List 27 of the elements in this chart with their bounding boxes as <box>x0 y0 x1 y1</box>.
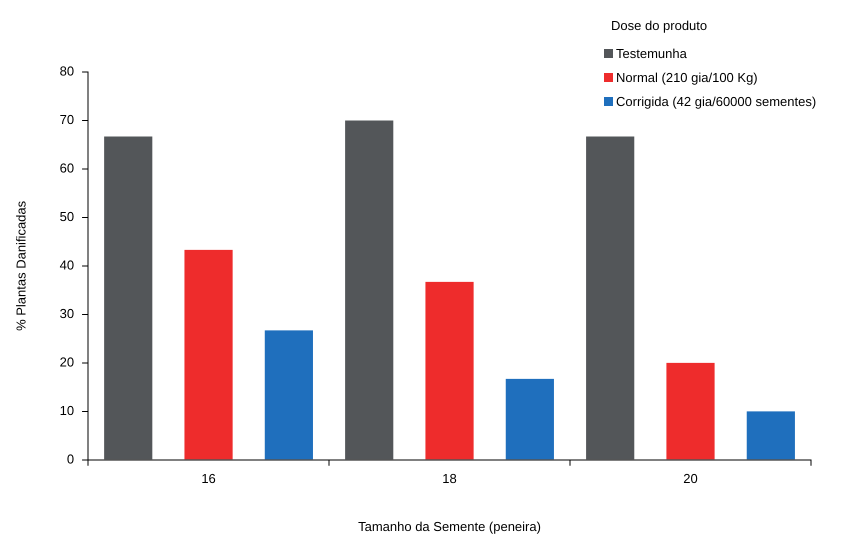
y-tick-label: 70 <box>60 112 74 128</box>
bar <box>104 136 152 460</box>
bar <box>746 411 795 460</box>
y-tick-label: 40 <box>60 257 74 272</box>
y-tick-label: 60 <box>60 160 74 176</box>
y-tick-label: 30 <box>60 306 74 321</box>
y-tick-label: 0 <box>66 451 74 466</box>
x-axis-title: Tamanho da Semente (peneira) <box>358 518 541 534</box>
legend-label: Corrigida (42 gia/60000 sementes) <box>616 94 816 108</box>
legend-label: Normal (210 gia/100 Kg) <box>616 70 758 84</box>
bar <box>666 362 715 460</box>
y-tick-label: 80 <box>60 64 74 79</box>
x-tick-label: 20 <box>683 471 698 486</box>
y-axis-title: % Plantas Danificadas <box>13 200 28 331</box>
bar <box>586 136 634 460</box>
x-tick-label: 18 <box>442 471 457 486</box>
legend-title: Dose do produto <box>611 18 708 33</box>
legend-label: Testemunha <box>616 46 687 60</box>
y-tick-label: 50 <box>60 209 74 224</box>
bar <box>264 330 313 460</box>
bar <box>506 378 554 460</box>
y-tick-label: 10 <box>60 402 74 418</box>
bar <box>345 120 394 460</box>
y-tick-label: 20 <box>60 354 74 370</box>
bar <box>425 282 474 460</box>
bar <box>184 250 233 460</box>
x-tick-label: 16 <box>201 471 216 486</box>
